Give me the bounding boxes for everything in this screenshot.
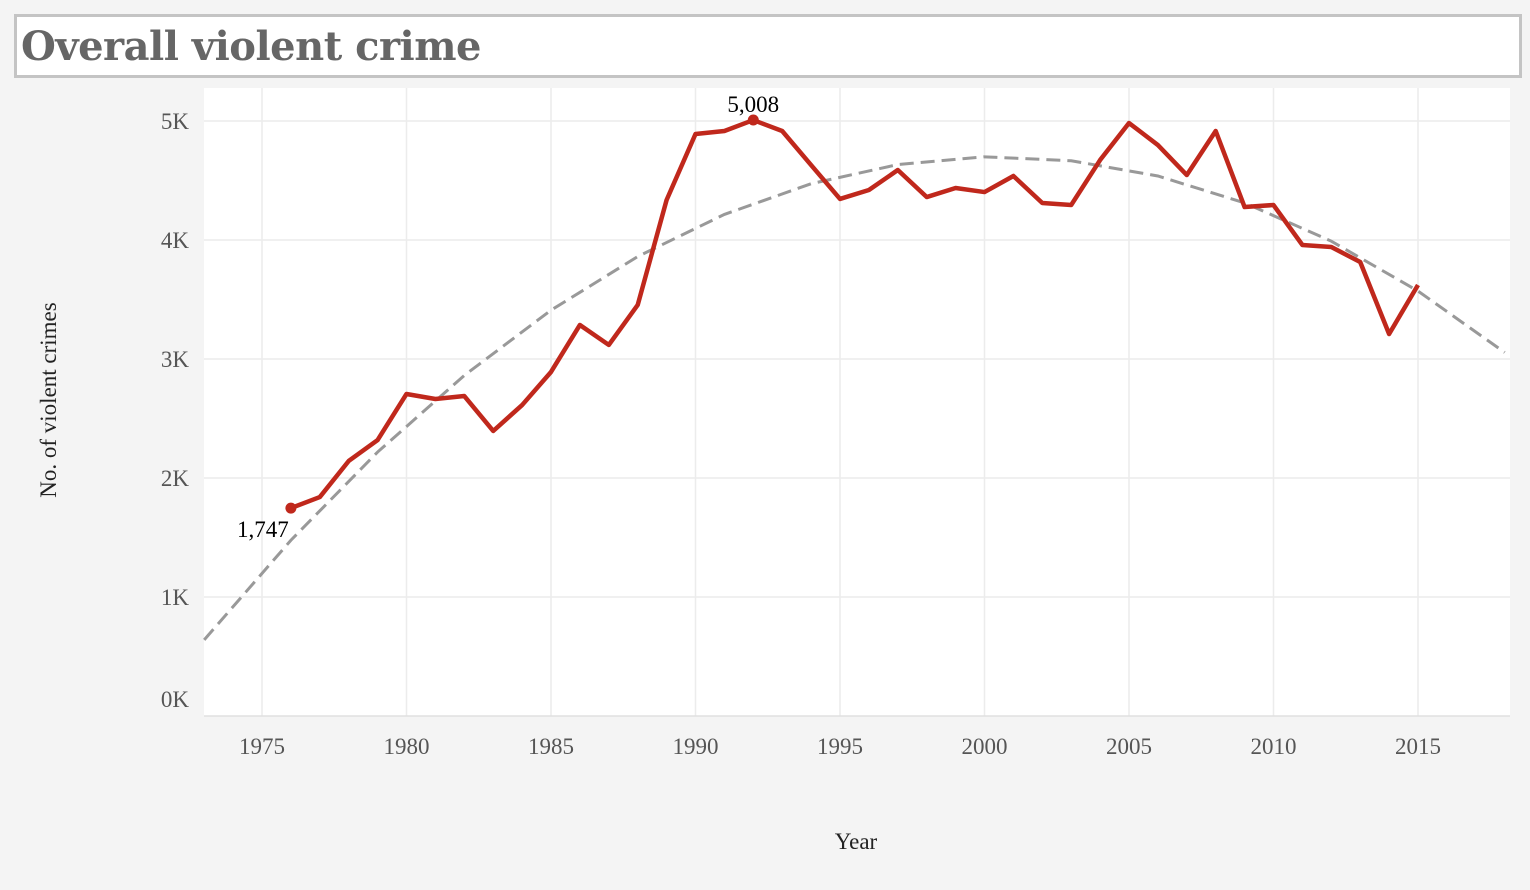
- data-point-marker: [747, 114, 759, 126]
- x-tick-label: 1990: [673, 734, 719, 759]
- x-tick-label: 1980: [384, 734, 430, 759]
- x-tick-label: 2010: [1251, 734, 1297, 759]
- y-axis-ticks: 0K 1K 2K 3K 4K 5K: [161, 109, 190, 712]
- series-line: [290, 117, 1420, 511]
- x-tick-label: 1995: [817, 734, 863, 759]
- x-axis-ticks: 1975 1980 1985 1990 1995 2000 2005 2010 2015: [239, 734, 1441, 759]
- y-tick-label: 2K: [161, 466, 190, 491]
- x-tick-label: 2015: [1395, 734, 1441, 759]
- y-tick-label: 0K: [161, 687, 190, 712]
- y-tick-label: 1K: [161, 585, 190, 610]
- data-label: 5,008: [727, 92, 779, 117]
- x-tick-label: 1985: [528, 734, 574, 759]
- y-tick-label: 4K: [161, 228, 190, 253]
- x-tick-label: 2005: [1106, 734, 1152, 759]
- data-point-marker: [285, 502, 297, 514]
- title-box: Overall violent crime: [14, 14, 1522, 78]
- data-label: 1,747: [237, 517, 289, 542]
- annotations: 1,747 5,008: [237, 92, 779, 542]
- grid: [204, 88, 1510, 717]
- x-tick-label: 1975: [239, 734, 285, 759]
- chart-title: Overall violent crime: [21, 23, 482, 70]
- y-tick-label: 3K: [161, 347, 190, 372]
- series-group: [290, 117, 1420, 511]
- y-tick-label: 5K: [161, 109, 190, 134]
- y-axis-label: No. of violent crimes: [36, 302, 61, 498]
- x-axis-label: Year: [835, 829, 878, 854]
- x-tick-label: 2000: [962, 734, 1008, 759]
